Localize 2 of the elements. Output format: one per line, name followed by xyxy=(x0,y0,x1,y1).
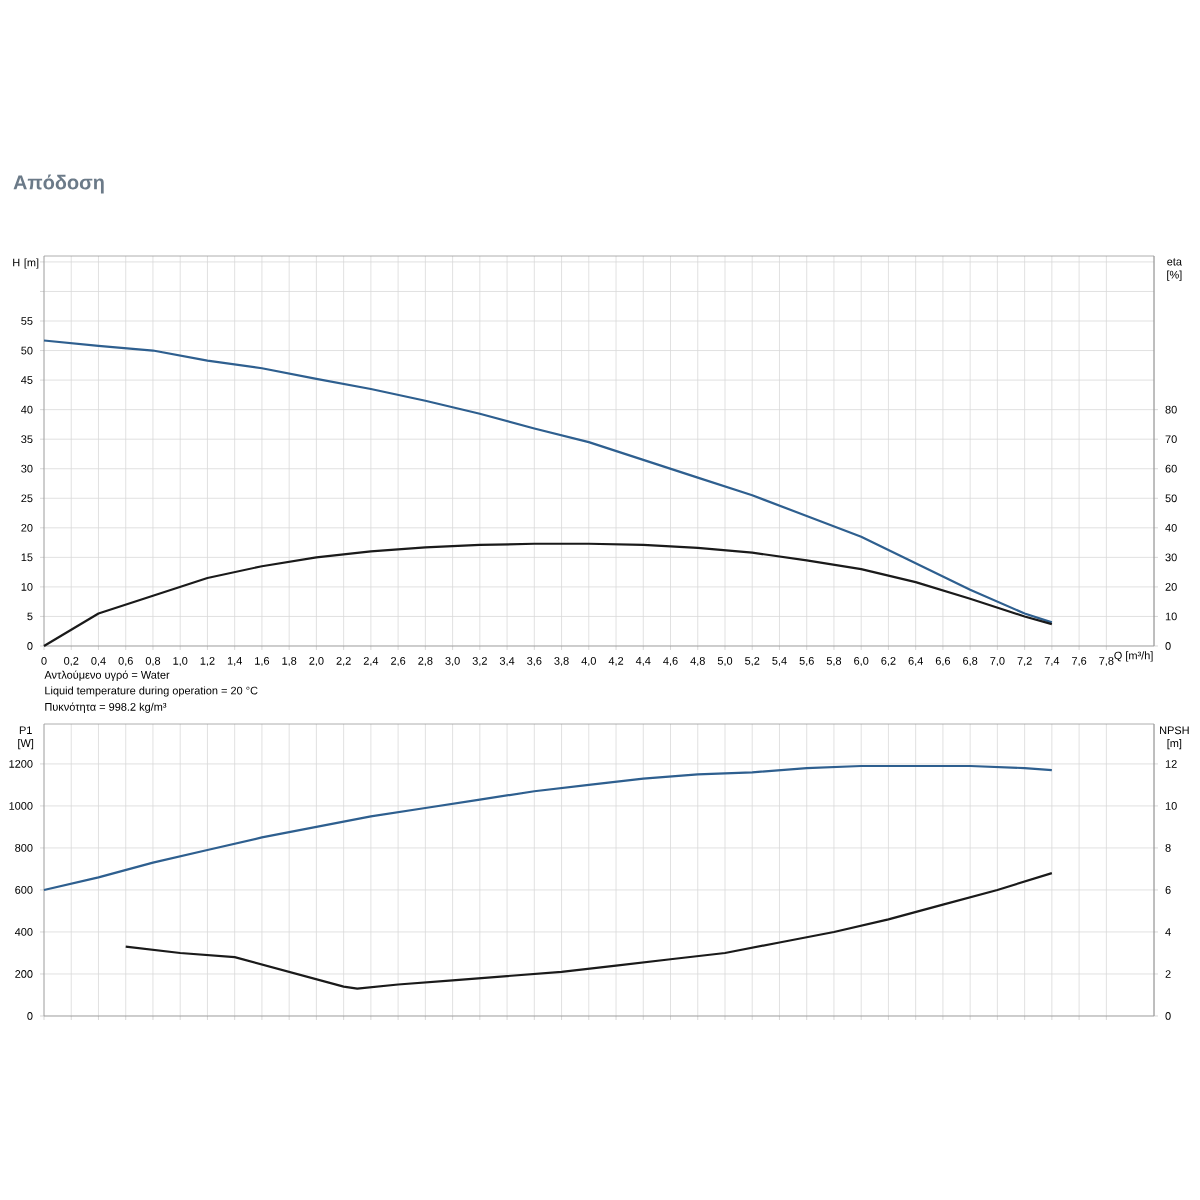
chart-title: Απόδοση xyxy=(13,174,104,194)
line-series xyxy=(42,542,1053,648)
